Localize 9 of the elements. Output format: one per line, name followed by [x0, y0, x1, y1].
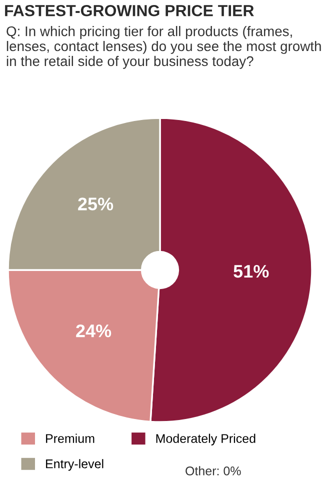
data-label: 51%: [234, 264, 269, 278]
data-label: 25%: [78, 198, 114, 210]
data-label: 24%: [76, 324, 112, 338]
chart-title: FASTEST-GROWING PRICE TIER: [5, 4, 254, 16]
text: Other: 0%: [186, 466, 241, 476]
legend-label: Moderately Priced: [156, 434, 256, 446]
legend-label: Entry-level: [46, 459, 104, 471]
chart-subtitle: Q: In which pricing tier for all products (frames, lenses, contact lenses) do you see the most growth in the retail side of your business today?: [6, 26, 321, 69]
legend-label: Premium: [46, 434, 94, 443]
